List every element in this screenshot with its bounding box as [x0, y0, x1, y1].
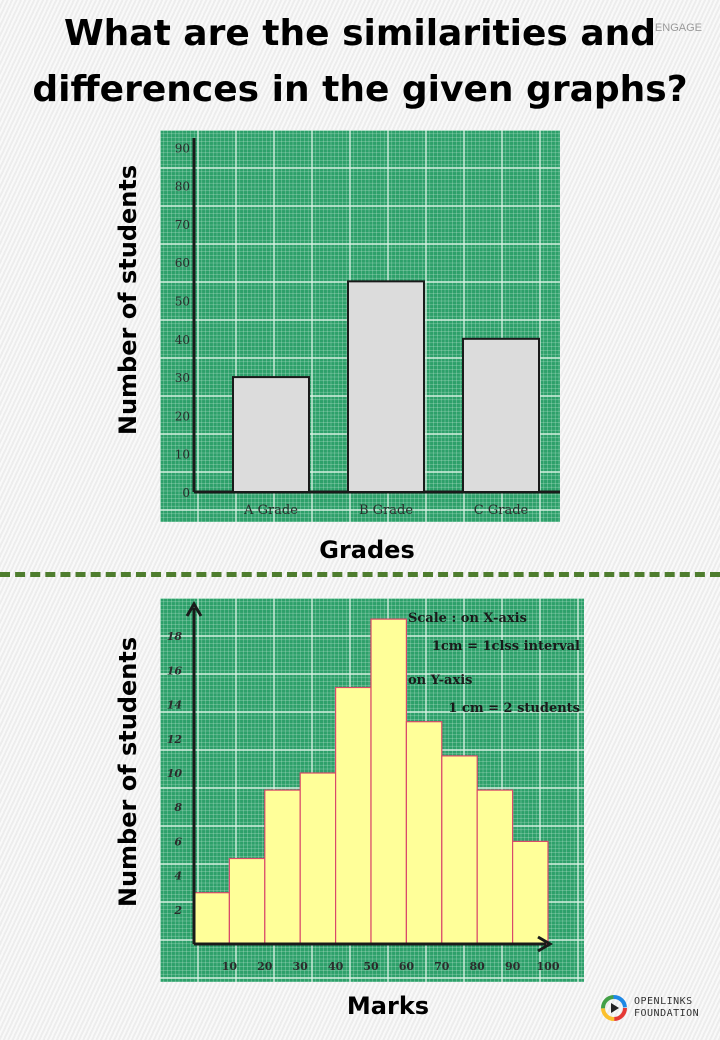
- y-axis-arrow-icon: [185, 601, 203, 617]
- x-tick-label-c-grade: C Grade: [474, 503, 529, 518]
- y-tick-label-14: 14: [167, 699, 182, 712]
- y-tick-label-50: 50: [175, 295, 190, 309]
- bar-a-grade: [232, 376, 310, 494]
- y-tick-label-60: 60: [175, 256, 190, 270]
- section-divider: [0, 572, 720, 577]
- openlinks-logo-icon: [601, 995, 627, 1021]
- x-tick-label-20: 20: [257, 960, 273, 973]
- y-tick-label-30: 30: [175, 371, 190, 385]
- x-tick-label-30: 30: [293, 960, 309, 973]
- x-tick-label-b-grade: B Grade: [359, 503, 413, 518]
- y-tick-label-12: 12: [167, 733, 183, 746]
- scale-note-4: 1 cm = 2 students: [448, 701, 580, 716]
- logo-line-2: FOUNDATION: [634, 1008, 700, 1019]
- x-tick-label-a-grade: A Grade: [243, 503, 298, 518]
- bar-chart-ylabel: Number of students: [114, 164, 142, 436]
- histogram-bar-90-100: [512, 840, 549, 945]
- histogram-xlabel: Marks: [346, 992, 430, 1020]
- x-tick-label-90: 90: [505, 960, 521, 973]
- y-tick-label-16: 16: [167, 664, 183, 677]
- x-tick-label-10: 10: [222, 960, 238, 973]
- histogram-bar-20-30: [264, 789, 301, 945]
- y-tick-label-80: 80: [175, 180, 190, 194]
- y-tick-label-10: 10: [175, 448, 190, 462]
- histogram-bar-60-70: [405, 721, 443, 945]
- scale-note-1: Scale : on X-axis: [408, 611, 527, 626]
- bar-c-grade: [462, 337, 540, 493]
- x-tick-label-40: 40: [328, 960, 344, 973]
- y-tick-label-0: 0: [182, 486, 190, 500]
- y-tick-label-4: 4: [174, 870, 182, 883]
- y-tick-label-6: 6: [174, 835, 182, 848]
- page-title: What are the similarities and difference…: [0, 6, 720, 118]
- title-line-1: What are the similarities and: [63, 13, 657, 54]
- x-tick-label-70: 70: [434, 960, 450, 973]
- bar-chart-xlabel: Grades: [319, 536, 415, 564]
- y-tick-label-70: 70: [175, 218, 190, 232]
- y-tick-label-20: 20: [175, 409, 190, 423]
- histogram-bar-10-20: [228, 857, 266, 945]
- x-tick-label-80: 80: [470, 960, 486, 973]
- y-tick-label-8: 8: [174, 801, 182, 814]
- histogram-bar-30-40: [299, 772, 337, 945]
- histogram-ylabel: Number of students: [114, 636, 142, 908]
- histogram-bar-40-50: [335, 686, 372, 945]
- histogram-bar-0-10: [193, 892, 231, 945]
- scale-note-2: 1cm = 1clss interval: [432, 639, 580, 654]
- scale-note-3: on Y-axis: [408, 673, 472, 688]
- histogram-bar-70-80: [441, 755, 478, 945]
- x-tick-label-100: 100: [537, 960, 560, 973]
- y-tick-label-90: 90: [175, 141, 190, 155]
- grades-bar-chart: 0 10 20 30 40 50 60 70 80 90 A Grade B Grade C Grade: [160, 130, 560, 522]
- y-tick-label-2: 2: [173, 904, 182, 917]
- x-tick-label-50: 50: [363, 960, 379, 973]
- histogram-bar-80-90: [476, 789, 514, 945]
- title-line-2: differences in the given graphs?: [32, 69, 688, 110]
- x-tick-label-60: 60: [399, 960, 415, 973]
- y-tick-label-40: 40: [175, 333, 190, 347]
- y-tick-label-18: 18: [167, 630, 183, 643]
- bar-b-grade: [347, 280, 425, 493]
- marks-histogram: 2 4 6 8 10 12 14 16 18 10 20 30 40 50 60 70 80 90 100 Scale…: [160, 598, 584, 982]
- histogram-bar-50-60: [370, 618, 408, 945]
- y-tick-label-10: 10: [167, 767, 183, 780]
- x-axis-arrow-icon: [537, 935, 553, 953]
- engage-tag: ENGAGE: [654, 22, 702, 34]
- logo-line-1: OPENLINKS: [634, 996, 693, 1007]
- openlinks-logo: OPENLINKS FOUNDATION: [600, 994, 710, 1024]
